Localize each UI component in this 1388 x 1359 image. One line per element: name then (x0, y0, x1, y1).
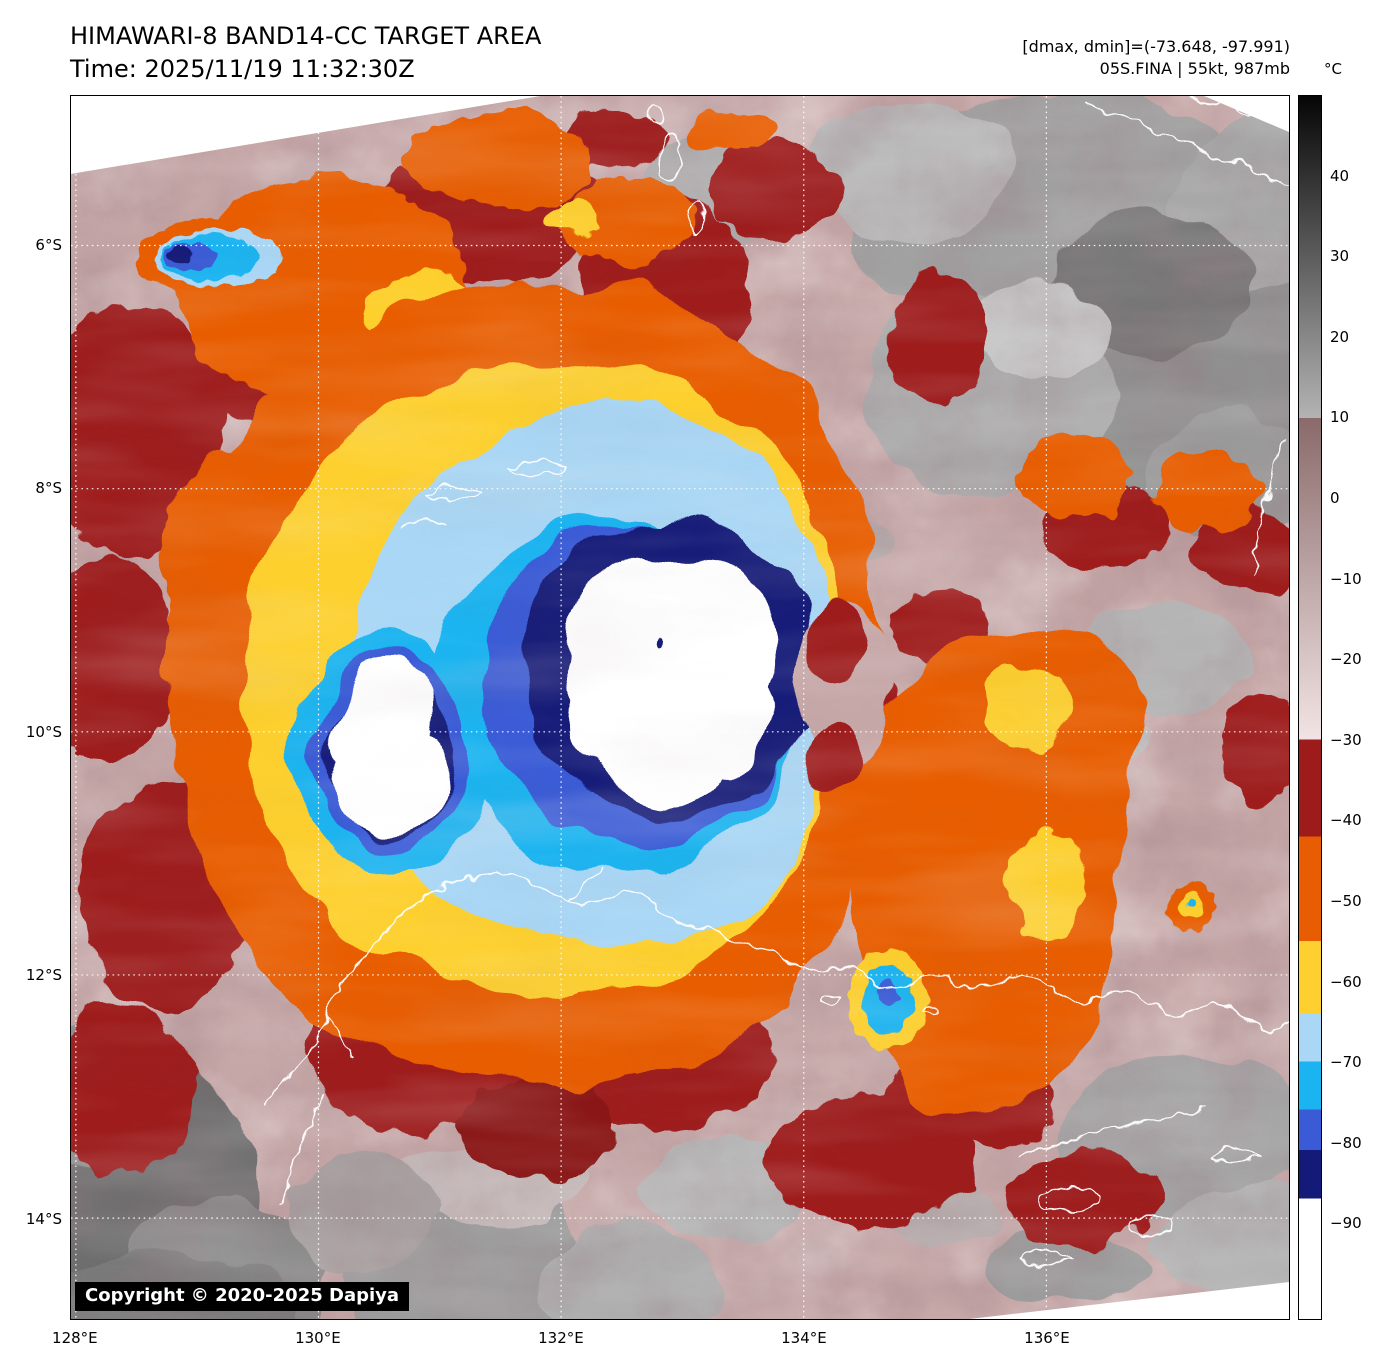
colorbar-tick-label: −40 (1330, 811, 1362, 830)
lat-tick-label: 14°S (25, 1209, 62, 1228)
colorbar-unit-label: °C (1324, 60, 1342, 78)
satellite-image (71, 96, 1289, 1319)
colorbar-tick-label: −30 (1330, 730, 1362, 749)
colorbar-tick-label: −90 (1330, 1214, 1362, 1233)
colorbar-tick-label: 10 (1330, 408, 1350, 427)
colorbar-tick-label: 20 (1330, 327, 1350, 346)
lon-tick-label: 136°E (1024, 1329, 1070, 1347)
colorbar-tick-label: 0 (1330, 488, 1340, 507)
colorbar-tick-label: −80 (1330, 1133, 1362, 1152)
colorbar-tick-label: −60 (1330, 972, 1362, 991)
gridlines (71, 96, 1289, 1319)
copyright-badge: Copyright © 2020-2025 Dapiya (75, 1282, 410, 1311)
colorbar-tick-label: −10 (1330, 569, 1362, 588)
dmax-dmin-readout: [dmax, dmin]=(-73.648, -97.991) (1022, 37, 1290, 56)
lat-tick-label: 6°S (35, 235, 62, 254)
lat-tick-label: 12°S (25, 966, 62, 985)
storm-id-intensity: 05S.FINA | 55kt, 987mb (1099, 59, 1290, 78)
lon-tick-label: 132°E (538, 1329, 584, 1347)
page-title: HIMAWARI-8 BAND14-CC TARGET AREA (70, 22, 542, 50)
lon-tick-label: 130°E (295, 1329, 341, 1347)
colorbar-tick-label: −70 (1330, 1053, 1362, 1072)
coastlines (264, 96, 1289, 1266)
lon-tick-label: 134°E (781, 1329, 827, 1347)
colorbar-tick-label: −50 (1330, 891, 1362, 910)
colorbar-tick-label: 30 (1330, 247, 1350, 266)
title-block: HIMAWARI-8 BAND14-CC TARGET AREA Time: 2… (70, 20, 541, 86)
lat-tick-label: 10°S (25, 722, 62, 741)
satellite-map: Copyright © 2020-2025 Dapiya (70, 95, 1290, 1320)
timestamp: Time: 2025/11/19 11:32:30Z (70, 55, 415, 83)
lat-tick-label: 8°S (35, 479, 62, 498)
colorbar-tick-label: −20 (1330, 650, 1362, 669)
colorbar (1298, 95, 1322, 1320)
lon-tick-label: 128°E (52, 1329, 98, 1347)
info-block: [dmax, dmin]=(-73.648, -97.991) 05S.FINA… (1022, 36, 1290, 80)
colorbar-tick-label: 40 (1330, 166, 1350, 185)
colorbar-gradient (1299, 96, 1321, 1319)
streak-texture-dark (71, 96, 1289, 1319)
